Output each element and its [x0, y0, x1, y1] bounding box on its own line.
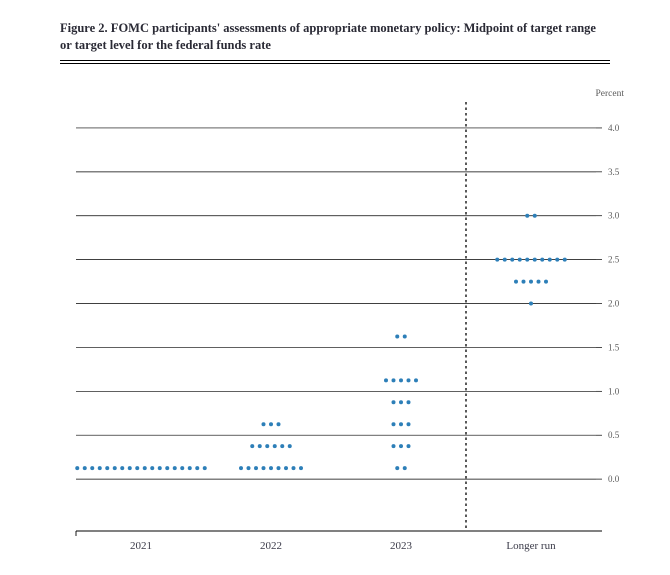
dot: [395, 466, 399, 470]
dot: [173, 466, 177, 470]
dot: [258, 444, 262, 448]
dot: [525, 258, 529, 262]
dot: [247, 466, 251, 470]
dot: [135, 466, 139, 470]
dot: [540, 258, 544, 262]
dot: [299, 466, 303, 470]
dot: [555, 258, 559, 262]
dot: [403, 334, 407, 338]
y-axis-label: Percent: [596, 89, 625, 99]
y-tick-label: 3.5: [608, 167, 620, 177]
dot: [105, 466, 109, 470]
dot: [98, 466, 102, 470]
y-tick-label: 3.0: [608, 211, 620, 221]
figure-page: Figure 2. FOMC participants' assessments…: [0, 0, 670, 575]
dot: [414, 378, 418, 382]
chart-svg: 0.0 0.5 1.0 1.5 2.0 2.5 3.0 3.5 4.0 Percent 2021 20…: [70, 78, 630, 557]
y-tick-label: 0.5: [608, 430, 620, 440]
dot: [399, 422, 403, 426]
dot: [529, 280, 533, 284]
panel-label: 2023: [390, 540, 413, 552]
panel-label: Longer run: [506, 540, 556, 552]
dot: [503, 258, 507, 262]
dot: [403, 466, 407, 470]
title-rule-thick: [60, 60, 610, 65]
y-tick-label: 2.0: [608, 299, 620, 309]
dot: [250, 444, 254, 448]
y-tick-label: 1.5: [608, 342, 620, 352]
dot: [407, 444, 411, 448]
dot: [188, 466, 192, 470]
dot: [495, 258, 499, 262]
dot: [180, 466, 184, 470]
dot: [392, 422, 396, 426]
dot: [399, 400, 403, 404]
dot: [399, 378, 403, 382]
dot: [113, 466, 117, 470]
dot: [150, 466, 154, 470]
dot: [288, 444, 292, 448]
dot: [533, 214, 537, 218]
dot: [128, 466, 132, 470]
dot: [158, 466, 162, 470]
title-rule-thin: [60, 63, 610, 64]
panel-label: 2021: [130, 540, 152, 552]
figure-title: Figure 2. FOMC participants' assessments…: [60, 20, 610, 54]
panel-label: 2022: [260, 540, 282, 552]
dot: [203, 466, 207, 470]
dot: [280, 444, 284, 448]
dot: [563, 258, 567, 262]
dot: [392, 378, 396, 382]
dot: [392, 444, 396, 448]
dot: [525, 214, 529, 218]
dot: [292, 466, 296, 470]
dot: [407, 378, 411, 382]
dot: [395, 334, 399, 338]
dot: [533, 258, 537, 262]
dot: [165, 466, 169, 470]
dot: [399, 444, 403, 448]
y-tick-label: 1.0: [608, 386, 620, 396]
y-tick-label: 2.5: [608, 255, 620, 265]
dot: [510, 258, 514, 262]
dot: [384, 378, 388, 382]
dot: [548, 258, 552, 262]
dot: [254, 466, 258, 470]
dot: [277, 466, 281, 470]
dot: [195, 466, 199, 470]
dot: [529, 302, 533, 306]
dot: [239, 466, 243, 470]
dot: [407, 400, 411, 404]
dot: [120, 466, 124, 470]
dot: [262, 422, 266, 426]
dot: [407, 422, 411, 426]
dot: [537, 280, 541, 284]
dot: [518, 258, 522, 262]
dot: [143, 466, 147, 470]
dot: [269, 422, 273, 426]
dot: [273, 444, 277, 448]
dot: [83, 466, 87, 470]
dot: [284, 466, 288, 470]
dot: [265, 444, 269, 448]
dot: [75, 466, 79, 470]
dot: [269, 466, 273, 470]
dot: [262, 466, 266, 470]
y-tick-label: 4.0: [608, 123, 620, 133]
dot: [90, 466, 94, 470]
dot: [392, 400, 396, 404]
dot: [514, 280, 518, 284]
y-tick-label: 0.0: [608, 474, 620, 484]
dot-plot-chart: 0.0 0.5 1.0 1.5 2.0 2.5 3.0 3.5 4.0 Percent 2021 20…: [70, 78, 630, 557]
dot: [544, 280, 548, 284]
dot: [277, 422, 281, 426]
dot: [522, 280, 526, 284]
